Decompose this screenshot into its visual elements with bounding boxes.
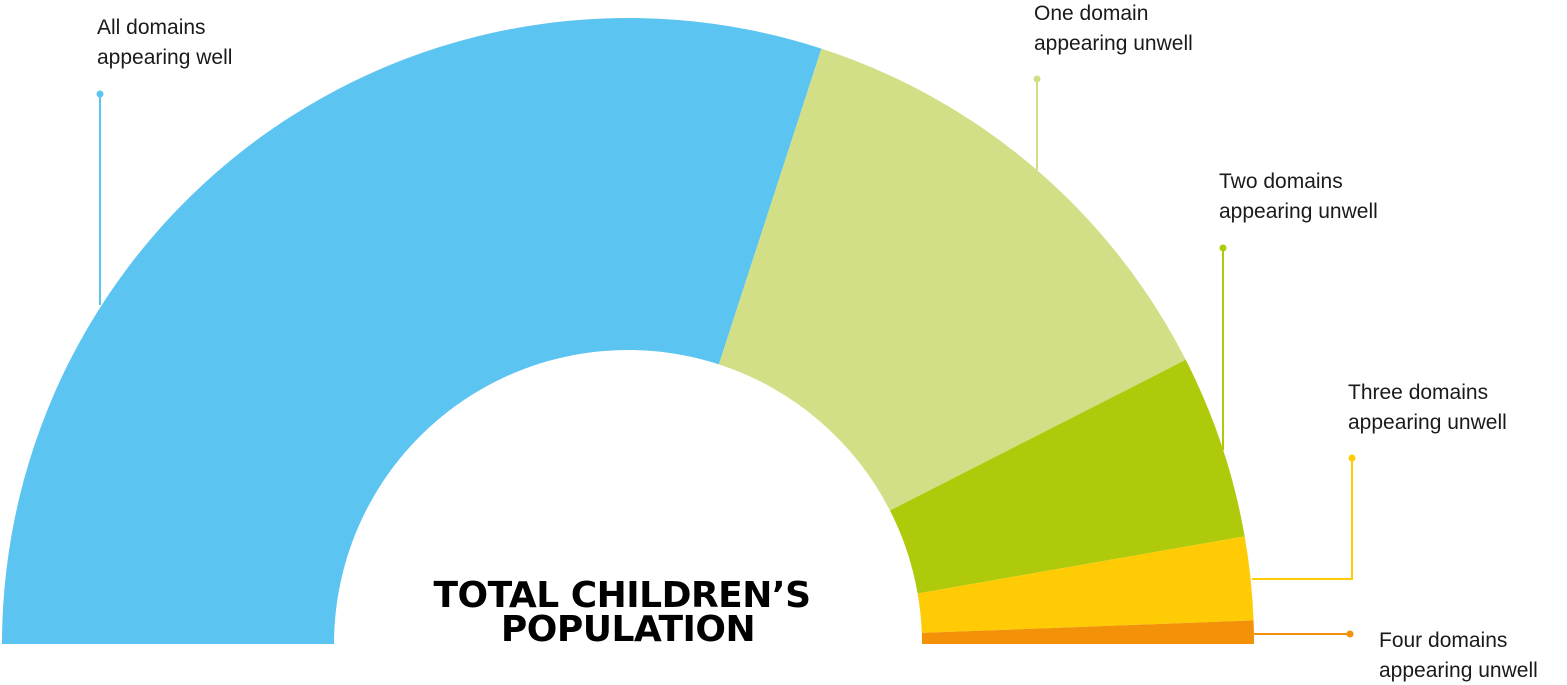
segment-2 [718,48,1186,511]
segment-label-1: All domains appearing well [97,16,232,69]
leader-dot-2 [1033,75,1041,83]
leader-dot-1 [96,90,104,98]
leader-dot-5 [1346,630,1354,638]
segment-1 [2,17,822,644]
center-title-line-2: POPULATION [501,609,755,650]
segment-4 [917,536,1254,633]
segment-label-4: Three domains appearing unwell [1348,381,1507,434]
chart-labels: All domains appearing well One domain appea… [97,2,1538,682]
center-title: TOTAL CHILDREN’S POPULATION [433,575,822,650]
leader-line-4 [1252,458,1353,580]
leader-dot-3 [1219,244,1227,252]
segment-label-5: Four domains appearing unwell [1379,629,1538,682]
segment-label-4-line-2: appearing unwell [1348,411,1507,434]
segment-label-2-line-2: appearing unwell [1034,32,1193,55]
segment-label-2-line-1: One domain [1034,2,1148,25]
center-title-line-1: TOTAL CHILDREN’S [433,575,810,616]
segment-5 [921,620,1254,644]
segment-label-2: One domain appearing unwell [1034,2,1193,55]
segment-label-1-line-2: appearing well [97,46,232,69]
segment-label-3-line-2: appearing unwell [1219,200,1378,223]
segment-label-1-line-1: All domains [97,16,206,39]
chart-segments [2,17,1254,644]
segment-label-5-line-2: appearing unwell [1379,659,1538,682]
segment-label-3-line-1: Two domains [1219,170,1343,193]
segment-label-4-line-1: Three domains [1348,381,1488,404]
chart-leader-lines [96,75,1356,638]
segment-label-3: Two domains appearing unwell [1219,170,1378,223]
leader-dot-4 [1348,454,1356,462]
segment-3 [889,359,1245,594]
segment-label-5-line-1: Four domains [1379,629,1507,652]
